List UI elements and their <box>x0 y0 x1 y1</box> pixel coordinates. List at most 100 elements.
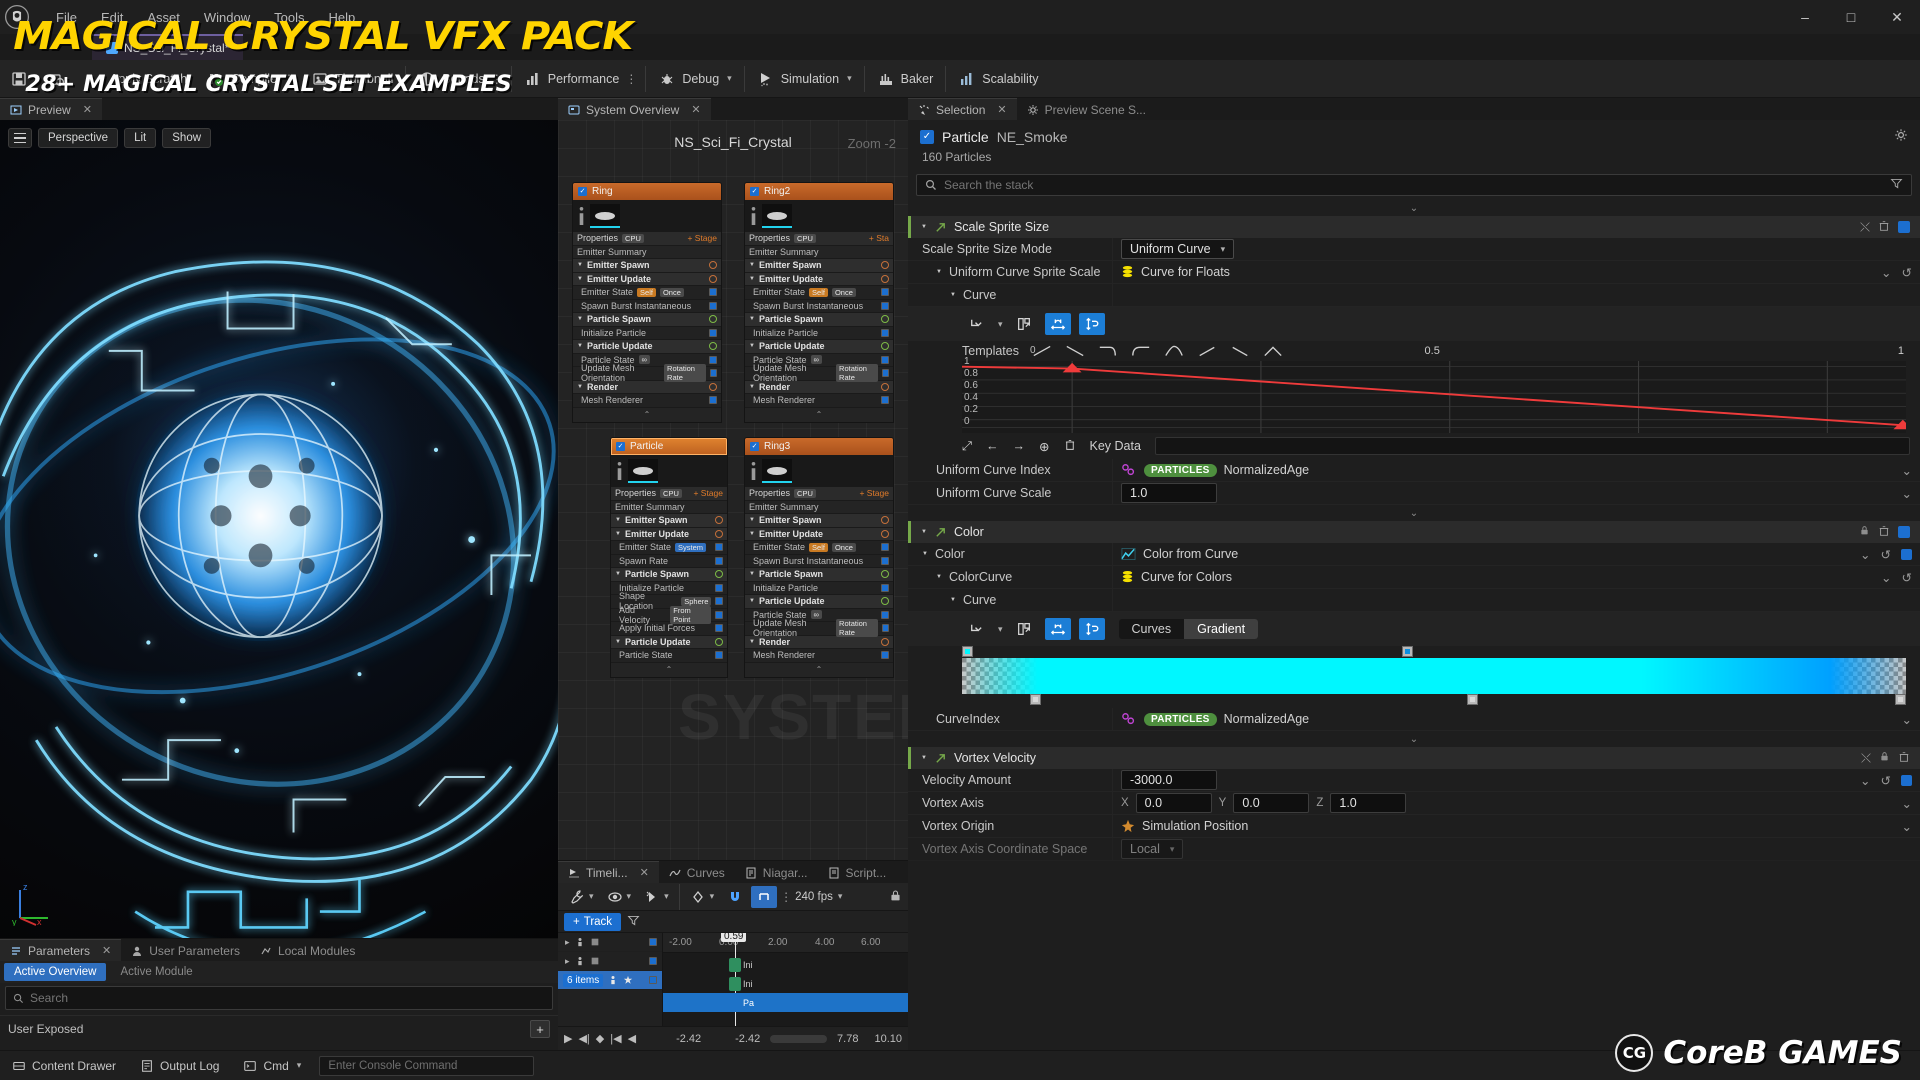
close-icon[interactable]: ✕ <box>997 104 1007 116</box>
chevron-down-icon[interactable]: ▼ <box>749 383 755 390</box>
gradient-stop-end[interactable] <box>1402 646 1413 657</box>
row-enabled-checkbox[interactable] <box>881 543 889 552</box>
chevron-down-icon[interactable]: ▼ <box>577 275 583 282</box>
emitter-header[interactable]: Ring <box>573 183 721 200</box>
chevron-down-icon[interactable]: ▼ <box>749 275 755 282</box>
scalability-button[interactable]: Scalability <box>948 60 1048 98</box>
row-enabled-checkbox[interactable] <box>715 583 723 592</box>
timeline-track-row-selected[interactable]: 6 items <box>558 971 662 990</box>
chevron-down-icon[interactable]: ⌄ <box>1860 773 1871 788</box>
row-enabled-checkbox[interactable] <box>881 651 889 660</box>
chevron-down-icon[interactable]: ▼ <box>577 262 583 269</box>
emitter-stack-row[interactable]: Spawn Rate <box>611 554 727 568</box>
template-ease-in-icon[interactable] <box>1131 344 1151 358</box>
property-row-uniform-curve-sprite-scale[interactable]: ▼ Uniform Curve Sprite Scale Curve for F… <box>908 261 1920 284</box>
debug-button[interactable]: Debug ▾ <box>648 60 741 98</box>
emitter-stack-row[interactable]: Mesh Renderer <box>745 649 893 663</box>
chevron-down-icon[interactable]: ⌄ <box>1881 570 1892 585</box>
chevron-down-icon[interactable]: ▼ <box>749 571 755 578</box>
chevron-down-icon[interactable]: ▼ <box>921 224 927 230</box>
emitter-stack-row[interactable]: ▼ Render <box>745 635 893 649</box>
emitter-stack-row[interactable]: Properties CPU + Stage <box>745 487 893 501</box>
row-enabled-checkbox[interactable] <box>709 288 717 297</box>
velocity-amount-input[interactable]: -3000.0 <box>1121 770 1217 790</box>
emitter-stack-row[interactable]: Initialize Particle <box>611 581 727 595</box>
row-enabled-checkbox[interactable] <box>881 301 889 310</box>
viewport-show-button[interactable]: Show <box>162 128 212 148</box>
timeline-snap-button[interactable] <box>722 886 748 908</box>
group-add-icon[interactable] <box>881 529 889 538</box>
system-overview-graph[interactable]: NS_Sci_Fi_Crystal Zoom -2 SYSTEM RingPro… <box>558 120 908 860</box>
group-add-icon[interactable] <box>881 570 889 579</box>
chevron-down-icon[interactable]: ▼ <box>936 269 942 275</box>
template-ease-curve-icon[interactable] <box>1164 344 1184 358</box>
group-add-icon[interactable] <box>709 274 717 283</box>
timeline-clip-row-selected[interactable]: Pa <box>663 993 908 1012</box>
property-row-curve-header[interactable]: ▼ Curve <box>908 284 1920 307</box>
property-row-colorcurve[interactable]: ▼ ColorCurve Curve for Colors ⌄ ↺ <box>908 566 1920 589</box>
apply-scratch-button[interactable]: Apply Scratch <box>76 60 197 98</box>
key-delete-icon[interactable] <box>1064 438 1076 454</box>
chevron-down-icon[interactable]: ▼ <box>921 529 927 535</box>
chevron-down-icon[interactable]: ▼ <box>577 343 583 350</box>
group-add-icon[interactable] <box>881 516 889 525</box>
chevron-down-icon[interactable]: ▼ <box>749 517 755 524</box>
group-add-icon[interactable] <box>715 516 723 525</box>
reset-icon[interactable]: ↺ <box>1901 570 1912 585</box>
vortex-axis-x-input[interactable]: 0.0 <box>1135 793 1212 813</box>
property-row-vortex-axis[interactable]: Vortex Axis X 0.0 Y 0.0 Z 1.0 ⌄ <box>908 792 1920 815</box>
module-enabled-checkbox[interactable] <box>1898 526 1910 538</box>
timeline-start-value[interactable]: -2.42 <box>676 1032 702 1045</box>
group-add-icon[interactable] <box>709 342 717 351</box>
timeline-fps-control[interactable]: 240 fps ▾ <box>795 891 842 903</box>
property-row-vortex-origin[interactable]: Vortex Origin Simulation Position ⌄ <box>908 815 1920 838</box>
row-enabled-checkbox[interactable] <box>881 288 889 297</box>
timeline-lock-icon[interactable] <box>889 889 902 905</box>
template-linear-up-icon[interactable] <box>1032 344 1052 358</box>
row-enabled-checkbox[interactable] <box>881 355 889 364</box>
row-enabled-checkbox[interactable] <box>709 328 717 337</box>
minimize-button[interactable]: – <box>1801 9 1809 25</box>
reset-icon[interactable]: ↺ <box>1901 265 1912 280</box>
vortex-axis-coordinate-space-dropdown[interactable]: Local ▾ <box>1121 839 1184 859</box>
reset-icon[interactable]: ↺ <box>1880 547 1891 562</box>
save-button[interactable] <box>0 60 38 98</box>
stack-search-input[interactable] <box>944 178 1883 192</box>
row-enabled-checkbox[interactable] <box>709 396 717 405</box>
key-next-icon[interactable]: → <box>1012 439 1026 453</box>
chevron-down-icon[interactable]: ⌄ <box>1901 486 1912 501</box>
performance-options-icon[interactable]: ⋮ <box>625 71 638 86</box>
emitter-enabled-checkbox[interactable] <box>920 129 934 144</box>
parameters-search-input[interactable] <box>30 991 545 1005</box>
module-header-scale-sprite-size[interactable]: ▼ Scale Sprite Size ⤬ <box>908 216 1920 238</box>
add-stage-button[interactable]: + Stage <box>687 233 717 244</box>
property-value[interactable]: X 0.0 Y 0.0 Z 1.0 ⌄ <box>1113 792 1920 814</box>
module-delete-icon[interactable] <box>1878 525 1890 540</box>
group-add-icon[interactable] <box>709 315 717 324</box>
property-row-uniform-curve-scale[interactable]: Uniform Curve Scale 1.0 ⌄ <box>908 482 1920 505</box>
group-add-icon[interactable] <box>881 315 889 324</box>
chevron-down-icon[interactable]: ⌄ <box>1860 547 1871 562</box>
close-button[interactable]: ✕ <box>1891 8 1903 25</box>
row-enabled-checkbox[interactable] <box>715 556 723 565</box>
chevron-down-icon[interactable]: ▼ <box>922 551 928 557</box>
viewport-3d[interactable]: Perspective Lit Show z y x <box>0 120 558 938</box>
emitter-stack-row[interactable]: Spawn Burst Instantaneous <box>745 299 893 313</box>
reset-icon[interactable]: ↺ <box>1880 773 1891 788</box>
cmd-button[interactable]: Cmd ▾ <box>231 1051 313 1080</box>
console-command-input[interactable]: Enter Console Command <box>319 1055 535 1076</box>
baker-button[interactable]: Baker <box>867 60 944 98</box>
template-linear-down-icon[interactable] <box>1065 344 1085 358</box>
row-enabled-checkbox[interactable] <box>882 624 889 633</box>
chevron-down-icon[interactable]: ▼ <box>615 638 621 645</box>
curve-popout-icon[interactable] <box>1011 313 1037 335</box>
row-enabled-checkbox[interactable] <box>881 583 889 592</box>
emitter-stack-row[interactable]: Emitter Summary <box>745 246 893 259</box>
timeline-fx-button[interactable]: ▾ <box>639 886 674 908</box>
emitter-stack-row[interactable]: Emitter State Self Once <box>745 541 893 555</box>
emitter-stack-row[interactable]: Particle State <box>611 649 727 663</box>
group-add-icon[interactable] <box>881 342 889 351</box>
emitter-stack-row[interactable]: ▼ Emitter Spawn <box>573 259 721 273</box>
tab-preview[interactable]: Preview ✕ <box>0 98 102 120</box>
